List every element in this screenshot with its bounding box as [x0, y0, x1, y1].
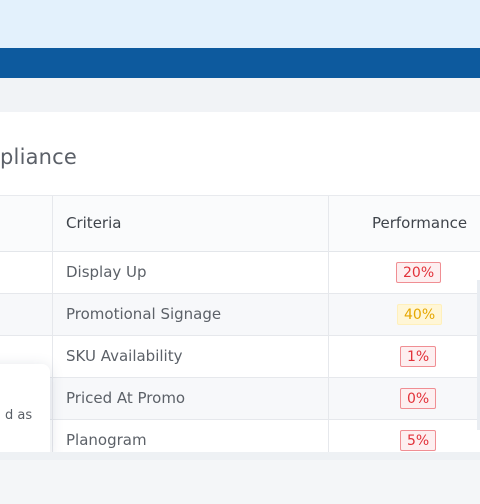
subheader-area: [0, 78, 480, 112]
card-title: pliance: [0, 143, 160, 171]
table-row[interactable]: Priced At Promo 0%: [0, 378, 480, 420]
column-header-criteria[interactable]: Criteria: [66, 214, 122, 232]
criteria-cell: Display Up: [66, 263, 147, 281]
table-row[interactable]: Display Up 20%: [0, 252, 480, 294]
column-divider: [328, 196, 329, 460]
performance-badge: 40%: [397, 304, 443, 325]
criteria-cell: Planogram: [66, 431, 147, 449]
card-title-text: pliance: [0, 145, 78, 169]
performance-badge: 20%: [396, 262, 442, 283]
scroll-edge: [477, 280, 480, 430]
table-header-row: Criteria Performance: [0, 196, 480, 252]
criteria-cell: SKU Availability: [66, 347, 183, 365]
performance-badge: 0%: [400, 388, 437, 409]
table-row[interactable]: Promotional Signage 40%: [0, 294, 480, 336]
performance-badge: 1%: [400, 346, 437, 367]
footer-panel: [0, 460, 480, 504]
navigation-bar: [0, 48, 480, 78]
column-divider: [52, 196, 53, 460]
top-banner: [0, 0, 480, 48]
tooltip-text: d as: [5, 408, 33, 423]
performance-badge: 5%: [400, 430, 437, 451]
table-top-border: [0, 195, 480, 196]
tooltip-popover: d as: [0, 364, 50, 460]
table-row[interactable]: SKU Availability 1%: [0, 336, 480, 378]
criteria-cell: Promotional Signage: [66, 305, 222, 323]
column-header-performance[interactable]: Performance: [372, 214, 468, 232]
criteria-cell: Priced At Promo: [66, 389, 186, 407]
